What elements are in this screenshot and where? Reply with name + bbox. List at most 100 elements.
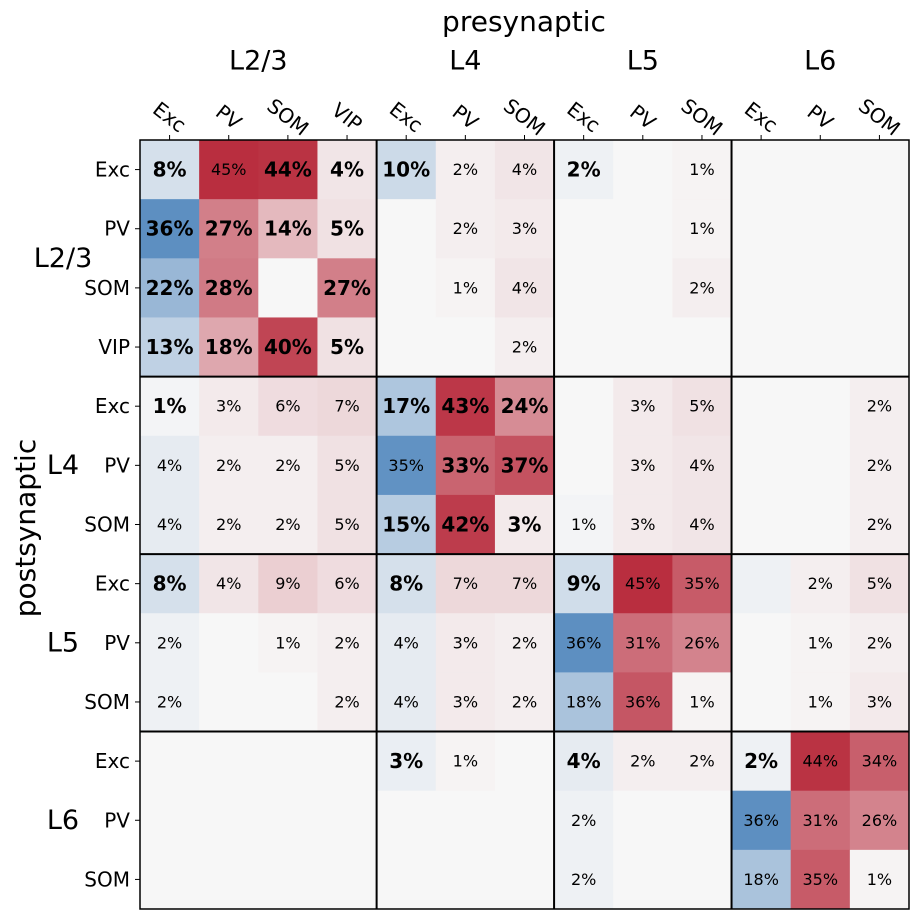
cell-label-r7-c9: 35% — [684, 574, 720, 593]
cell-label-r12-c7: 2% — [571, 870, 596, 889]
heatmap-cell-r12-c5 — [435, 849, 496, 910]
cell-label-r6-c4: 15% — [382, 513, 430, 537]
heatmap-cell-r0-c11 — [790, 140, 851, 200]
heatmap-cell-r2-c10 — [731, 258, 792, 318]
cell-label-r10-c7: 4% — [567, 749, 601, 773]
heatmap-cell-r10-c7 — [554, 731, 614, 792]
heatmap-cell-r5-c6 — [494, 435, 555, 496]
heatmap-cell-r10-c8 — [613, 731, 673, 792]
heatmap-cell-r8-c6 — [494, 613, 555, 673]
heatmap-cell-r5-c3 — [317, 435, 378, 496]
heatmap-cell-r11-c5 — [435, 790, 496, 851]
column-tick-labels: Exc PV SOM VIP Exc PV SOM Exc PV SOM Exc PV SOM — [148, 93, 904, 140]
cell-label-r4-c3: 7% — [334, 397, 359, 416]
cell-label-r9-c6: 2% — [512, 692, 537, 711]
heatmap-cell-r6-c9 — [672, 494, 733, 555]
heatmap-cell-r4-c4 — [376, 376, 437, 437]
heatmap-cell-r4-c7 — [554, 376, 614, 437]
cell-label-r9-c4: 4% — [393, 692, 418, 711]
heatmap-cell-r5-c12 — [849, 435, 910, 496]
row-group-label-2: L5 — [47, 627, 79, 658]
col-tick-label-1: PV — [211, 100, 246, 135]
heatmap-cell-r2-c3 — [317, 258, 378, 318]
cell-label-r7-c12: 5% — [867, 574, 892, 593]
heatmap-cell-r6-c10 — [731, 494, 792, 555]
cell-label-r6-c5: 42% — [441, 513, 489, 537]
row-tick-label-2: SOM — [84, 276, 130, 300]
cell-label-r6-c7: 1% — [571, 515, 596, 534]
cell-label-r2-c3: 27% — [323, 276, 371, 300]
col-tick-label-10: Exc — [740, 97, 782, 138]
heatmap-cell-r0-c7 — [554, 140, 614, 200]
heatmap-cell-r12-c3 — [317, 849, 378, 910]
heatmap-cell-r9-c8 — [613, 672, 673, 733]
heatmap-cell-r3-c5 — [435, 317, 496, 378]
cell-label-r7-c0: 8% — [153, 572, 187, 596]
cell-label-r10-c11: 44% — [802, 752, 838, 771]
cell-label-r2-c5: 1% — [453, 278, 478, 297]
heatmap-cell-r4-c1 — [199, 376, 259, 437]
cell-label-r8-c3: 2% — [334, 633, 359, 652]
cell-label-r8-c8: 31% — [625, 633, 661, 652]
heatmap-cell-r10-c3 — [317, 731, 378, 792]
heatmap-cell-r9-c2 — [258, 672, 318, 733]
heatmap-cell-r2-c8 — [613, 258, 673, 318]
heatmap-cell-r6-c6 — [494, 494, 555, 555]
heatmap-cell-r0-c8 — [613, 140, 673, 200]
heatmap-cell-r2-c5 — [435, 258, 496, 318]
heatmap-cell-r1-c10 — [731, 199, 792, 259]
cell-label-r4-c8: 3% — [630, 397, 655, 416]
cell-label-r7-c2: 9% — [275, 574, 300, 593]
cell-label-r7-c8: 45% — [625, 574, 661, 593]
heatmap-cell-r1-c4 — [376, 199, 437, 259]
cell-label-r10-c5: 1% — [453, 752, 478, 771]
heatmap-cell-r4-c11 — [790, 376, 851, 437]
cell-label-r8-c4: 4% — [393, 633, 418, 652]
heatmap-cell-r9-c5 — [435, 672, 496, 733]
heatmap-cell-r2-c6 — [494, 258, 555, 318]
row-tick-label-5: PV — [104, 453, 130, 477]
heatmap-cell-r4-c6 — [494, 376, 555, 437]
row-tick-label-11: PV — [104, 808, 130, 832]
heatmap-cell-r5-c9 — [672, 435, 733, 496]
heatmap-cell-r12-c12 — [849, 849, 910, 910]
col-tick-label-2: SOM — [262, 93, 313, 140]
heatmap-cell-r7-c10 — [731, 554, 792, 614]
cell-label-r5-c3: 5% — [334, 456, 359, 475]
heatmap-cell-r3-c0 — [140, 317, 200, 378]
heatmap-cell-r0-c3 — [317, 140, 378, 200]
heatmap-cell-r7-c11 — [790, 554, 851, 614]
cell-label-r6-c6: 3% — [508, 513, 542, 537]
cell-label-r3-c0: 13% — [146, 335, 194, 359]
heatmap-cell-r10-c6 — [494, 731, 555, 792]
cell-label-r10-c9: 2% — [689, 752, 714, 771]
heatmap-cell-r4-c8 — [613, 376, 673, 437]
heatmap-cell-r9-c11 — [790, 672, 851, 733]
cell-label-r10-c4: 3% — [389, 749, 423, 773]
cell-label-r10-c8: 2% — [630, 752, 655, 771]
heatmap-cell-r11-c4 — [376, 790, 437, 851]
heatmap-cell-r6-c4 — [376, 494, 437, 555]
cell-label-r8-c7: 36% — [566, 633, 602, 652]
cell-label-r8-c2: 1% — [275, 633, 300, 652]
col-tick-label-6: SOM — [499, 93, 550, 140]
cell-label-r9-c11: 1% — [808, 692, 833, 711]
heatmap-cell-r10-c5 — [435, 731, 496, 792]
heatmap-cell-r6-c0 — [140, 494, 200, 555]
cell-label-r4-c12: 2% — [867, 397, 892, 416]
cell-label-r0-c4: 10% — [382, 158, 430, 182]
heatmap-cell-r10-c0 — [140, 731, 200, 792]
cell-label-r7-c4: 8% — [389, 572, 423, 596]
heatmap-cell-r1-c8 — [613, 199, 673, 259]
heatmap-cell-r3-c9 — [672, 317, 733, 378]
heatmap-cell-r11-c1 — [199, 790, 259, 851]
heatmap-cell-r9-c10 — [731, 672, 792, 733]
heatmap-cell-r8-c7 — [554, 613, 614, 673]
col-tick-label-3: VIP — [327, 98, 367, 136]
cell-label-r9-c3: 2% — [334, 692, 359, 711]
cell-label-r1-c5: 2% — [453, 219, 478, 238]
row-tick-label-0: Exc — [95, 158, 130, 182]
cell-label-r1-c2: 14% — [264, 217, 312, 241]
col-tick-label-12: SOM — [854, 93, 905, 140]
